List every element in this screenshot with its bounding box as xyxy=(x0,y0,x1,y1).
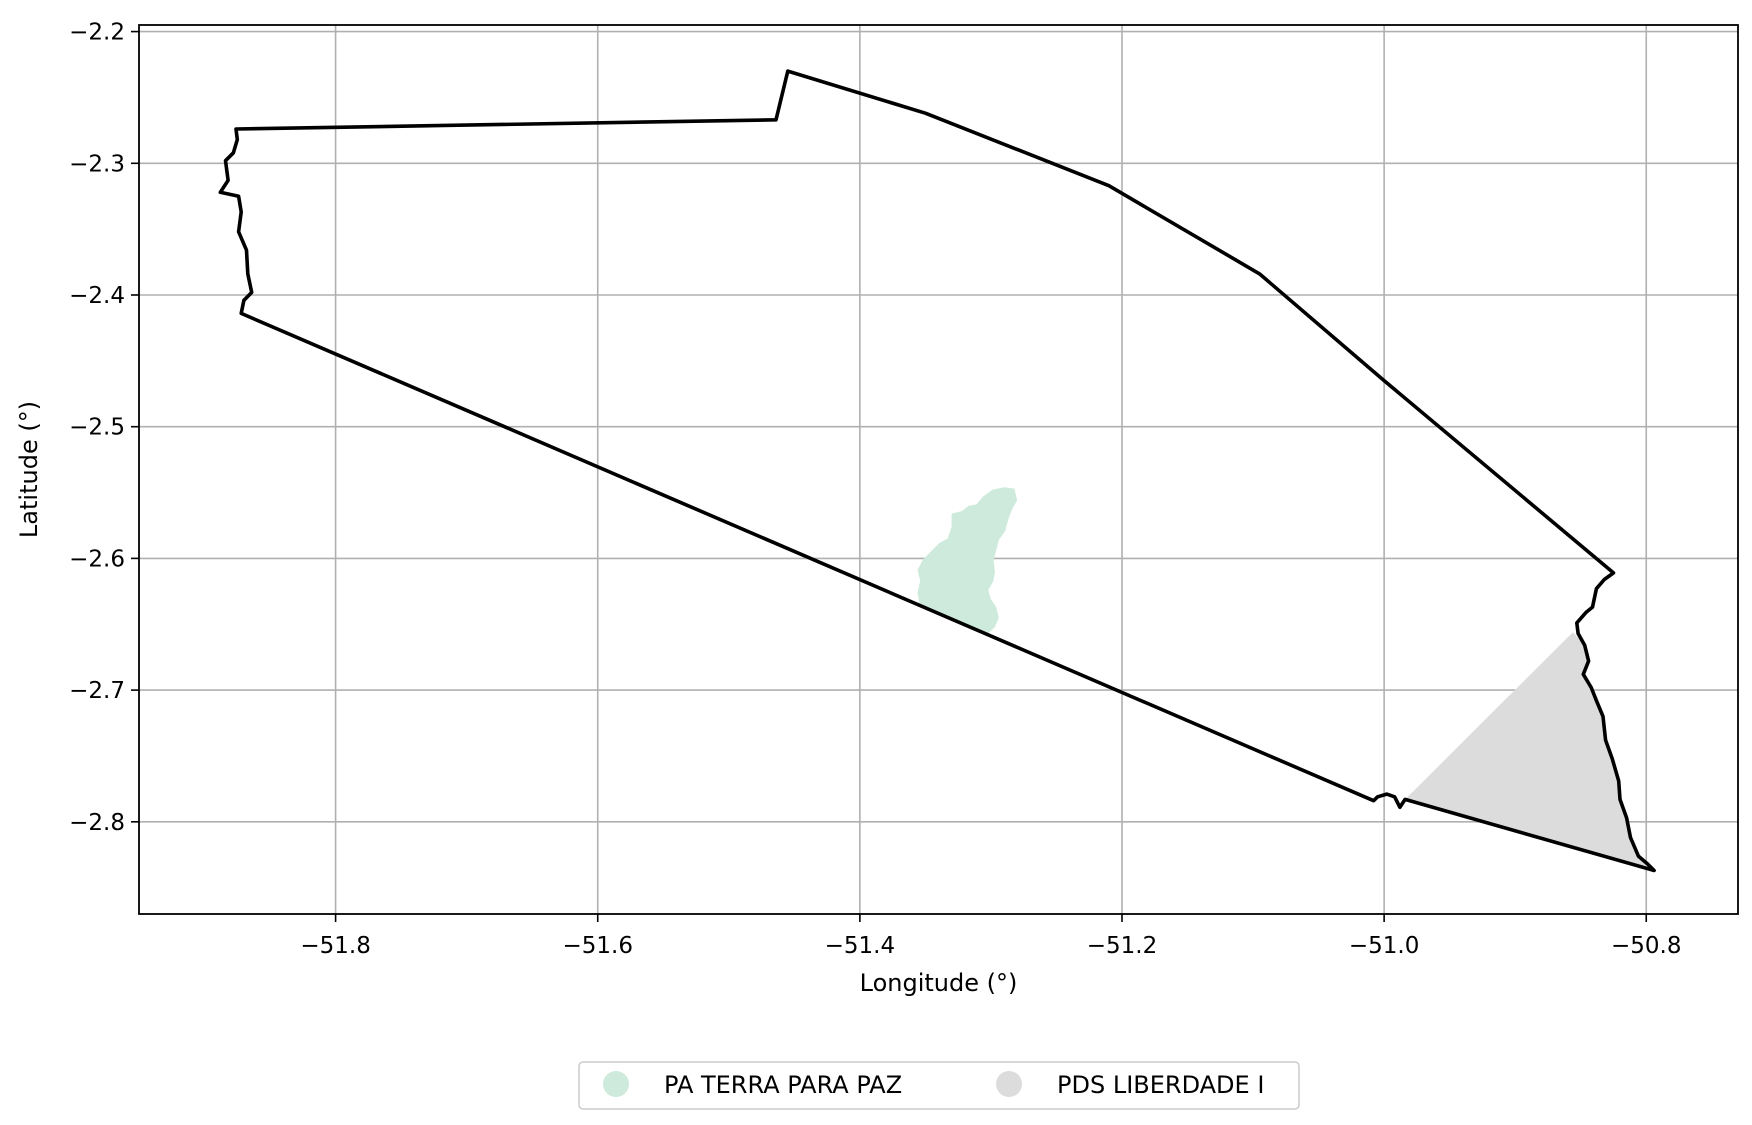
y-tick-label: −2.5 xyxy=(69,415,125,441)
x-tick-label: −51.8 xyxy=(300,933,370,959)
y-axis-ticks: −2.2 −2.3 −2.4 −2.5 −2.6 −2.7 −2.8 xyxy=(69,20,139,836)
x-axis-label: Longitude (°) xyxy=(860,969,1018,997)
y-tick-label: −2.2 xyxy=(69,20,125,46)
y-tick-label: −2.4 xyxy=(69,283,125,309)
y-tick-label: −2.7 xyxy=(69,678,125,704)
plot-frame xyxy=(138,24,1739,915)
legend-marker xyxy=(996,1071,1022,1097)
y-axis-label: Latitude (°) xyxy=(15,401,43,538)
boundary-outline xyxy=(218,69,1656,873)
x-axis-ticks: −51.8 −51.6 −51.4 −51.2 −51.0 −50.8 xyxy=(300,914,1681,959)
y-tick-label: −2.3 xyxy=(69,151,125,177)
region-pa-terra-para-paz xyxy=(917,487,1018,634)
legend: PA TERRA PARA PAZ PDS LIBERDADE I xyxy=(578,1061,1300,1110)
y-tick-label: −2.8 xyxy=(69,810,125,836)
legend-items: PA TERRA PARA PAZ PDS LIBERDADE I xyxy=(603,1071,1264,1099)
x-tick-label: −51.2 xyxy=(1087,933,1157,959)
legend-marker xyxy=(603,1071,629,1097)
legend-label: PDS LIBERDADE I xyxy=(1057,1071,1264,1099)
y-tick-label: −2.6 xyxy=(69,546,125,572)
boundary-line xyxy=(218,69,1656,873)
legend-label: PA TERRA PARA PAZ xyxy=(664,1071,902,1099)
x-tick-label: −51.6 xyxy=(562,933,632,959)
x-tick-label: −50.8 xyxy=(1611,933,1681,959)
legend-box xyxy=(578,1061,1300,1110)
x-tick-label: −51.4 xyxy=(825,933,895,959)
x-tick-label: −51.0 xyxy=(1349,933,1419,959)
